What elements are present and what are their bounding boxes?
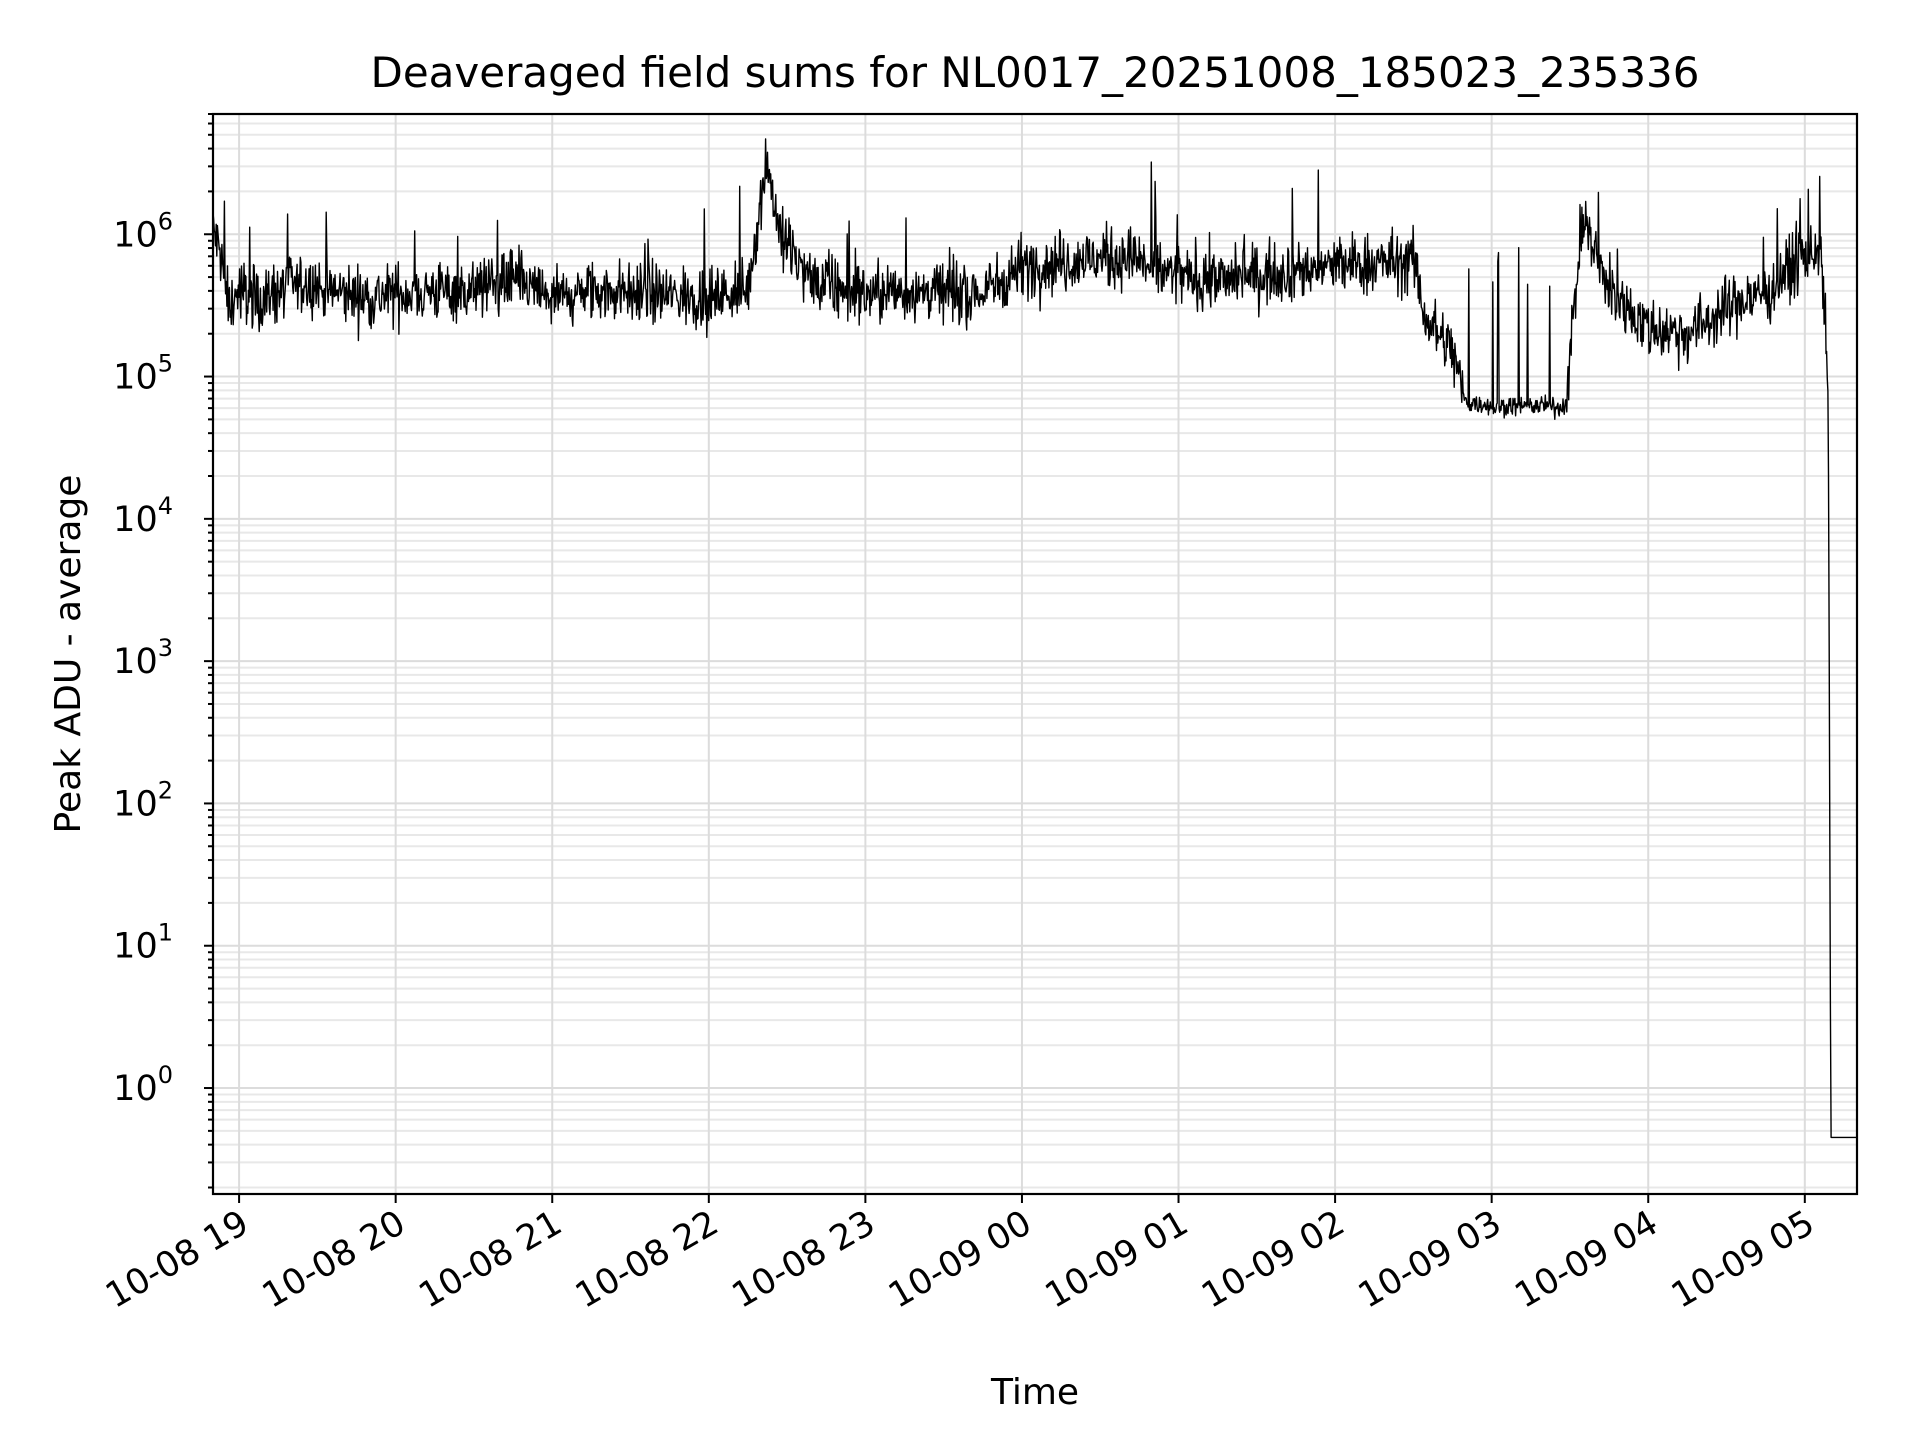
y-tick-label: 105 xyxy=(113,350,173,398)
x-tick-label: 10-09 02 xyxy=(1195,1203,1351,1316)
x-tick-label: 10-09 00 xyxy=(882,1203,1038,1316)
x-tick-label: 10-09 01 xyxy=(1039,1203,1195,1316)
x-axis-label: Time xyxy=(990,1372,1079,1413)
y-tick-label: 100 xyxy=(113,1061,173,1109)
y-tick-label: 101 xyxy=(113,919,173,967)
y-tick-exponent: 5 xyxy=(158,350,173,378)
y-axis-label: Peak ADU - average xyxy=(48,475,89,834)
x-tick-label: 10-08 20 xyxy=(256,1203,412,1316)
y-tick-label: 104 xyxy=(113,492,173,540)
x-tick-label: 10-09 05 xyxy=(1665,1203,1821,1316)
x-tick-label: 10-08 21 xyxy=(412,1203,568,1316)
x-axis: 10-08 19 10-08 20 10-08 21 10-08 22 10-08 23… xyxy=(99,1194,1821,1316)
series-line xyxy=(212,138,1858,1139)
y-tick-exponent: 0 xyxy=(158,1061,173,1089)
plot-area-frame xyxy=(211,112,1859,1196)
x-tick-label: 10-08 22 xyxy=(569,1203,725,1316)
x-tick-label: 10-09 03 xyxy=(1352,1203,1508,1316)
y-tick-exponent: 6 xyxy=(158,207,173,235)
x-tick-label: 10-08 19 xyxy=(99,1203,255,1316)
y-tick-exponent: 3 xyxy=(158,634,173,662)
x-tick-label: 10-08 23 xyxy=(726,1203,882,1316)
y-tick-label: 103 xyxy=(113,634,173,682)
y-tick-label: 106 xyxy=(113,207,173,255)
y-tick-exponent: 1 xyxy=(158,919,173,947)
y-tick-exponent: 2 xyxy=(158,776,173,804)
x-tick-label: 10-09 04 xyxy=(1508,1203,1664,1316)
chart-title: Deaveraged field sums for NL0017_2025100… xyxy=(371,48,1700,97)
y-tick-label: 102 xyxy=(113,776,173,824)
grid xyxy=(213,113,1857,1194)
y-tick-exponent: 4 xyxy=(158,492,173,520)
